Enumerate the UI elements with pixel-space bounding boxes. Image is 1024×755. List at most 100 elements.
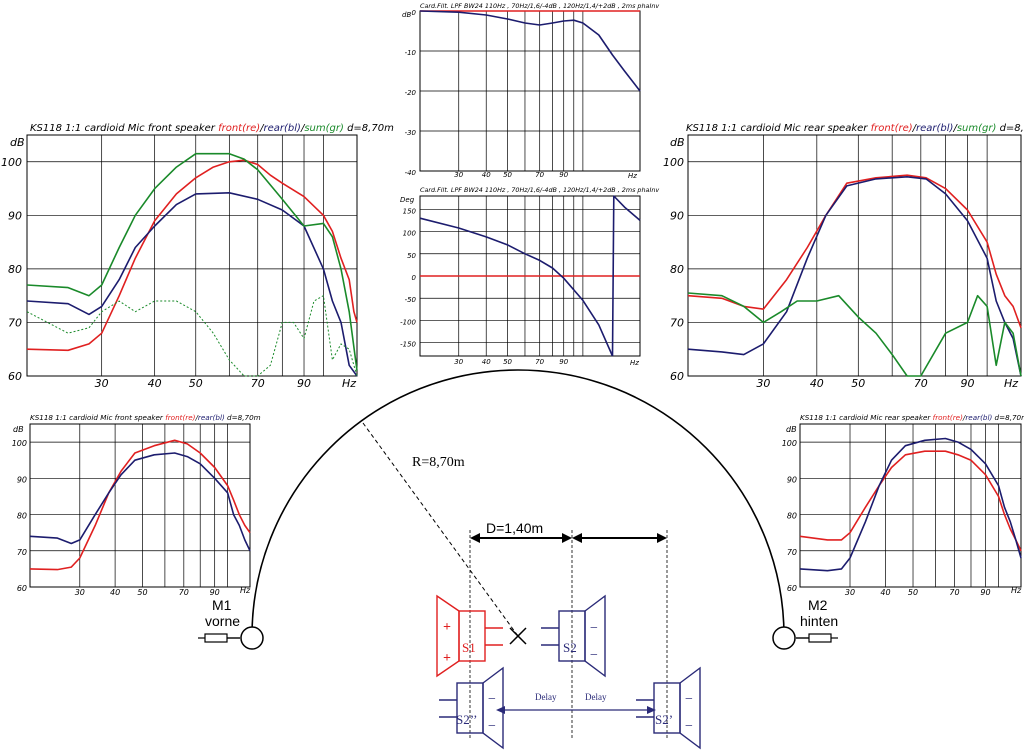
y-tick-label: 80	[17, 512, 27, 521]
minus-sign: −	[488, 719, 496, 734]
y-axis-unit: dB	[402, 11, 411, 19]
mic1-position: vorne	[205, 613, 240, 629]
chart-series	[29, 439, 251, 571]
chart-series	[687, 174, 1022, 377]
y-tick-label: -50	[405, 296, 417, 304]
chart-title: KS118 1:1 cardioid Mic rear speaker fron…	[686, 123, 1024, 134]
speaker-setup-diagram: R=8,70m D=1,40m M1 vorne	[198, 369, 838, 750]
chart-filter-magnitude: Card.Filt. LPF BW24 110Hz , 70Hz/1,6/-4d…	[402, 2, 659, 180]
y-tick-label: 90	[670, 209, 684, 222]
y-tick-label: 70	[17, 548, 27, 557]
speaker-s2-icon	[541, 594, 606, 678]
y-tick-label: -100	[400, 318, 416, 326]
y-tick-label: 90	[787, 475, 797, 484]
x-tick-label: 30	[756, 377, 770, 390]
y-tick-label: 100	[663, 156, 684, 169]
chart-title: KS118 1:1 cardioid Mic front speaker fro…	[30, 413, 261, 422]
y-tick-label: 0	[412, 9, 417, 17]
y-tick-label: -30	[405, 129, 417, 137]
series-line-sum	[687, 292, 1022, 377]
x-tick-labels: 30 40 50 70 90	[845, 588, 991, 597]
distance-arrow	[470, 533, 667, 543]
chart-frame	[687, 134, 1022, 377]
chart-title: Card.Filt. LPF BW24 110Hz , 70Hz/1,6/-4d…	[420, 2, 659, 10]
x-tick-labels: 30 40 50 70 90	[75, 588, 220, 597]
x-tick-label: 70	[179, 588, 189, 597]
y-tick-label: -10	[405, 49, 417, 57]
x-tick-label: 50	[503, 358, 512, 366]
x-axis-unit: Hz	[1011, 586, 1022, 595]
x-axis-unit: Hz	[240, 586, 251, 595]
y-tick-label: 60	[670, 370, 684, 383]
chart-series	[419, 10, 641, 92]
x-tick-label: 30	[454, 358, 463, 366]
y-tick-label: 100	[403, 230, 417, 238]
microphone-m1-icon	[198, 626, 264, 650]
y-tick-label: 90	[8, 209, 22, 222]
y-tick-label: 70	[670, 316, 684, 329]
x-tick-label: 40	[482, 171, 491, 179]
chart-title: KS118 1:1 cardioid Mic front speaker fro…	[30, 123, 394, 134]
series-line-filter	[419, 217, 614, 357]
series-line-rear	[26, 192, 358, 377]
speaker-s1-icon	[436, 594, 503, 678]
y-tick-label: 100	[1, 156, 22, 169]
y-tick-label: 90	[17, 475, 27, 484]
x-axis-unit: Hz	[628, 172, 637, 180]
mic2-position: hinten	[800, 613, 838, 629]
x-tick-labels: 30 40 50 70 90	[756, 377, 974, 390]
x-tick-label: 70	[914, 377, 928, 390]
x-tick-label: 30	[845, 588, 855, 597]
x-tick-label: 90	[297, 377, 311, 390]
delay-right-label: Delay	[585, 692, 607, 702]
chart-grid	[26, 134, 358, 377]
chart-rear-speaker-sum: KS118 1:1 cardioid Mic rear speaker fron…	[663, 123, 1024, 390]
x-tick-label: 50	[908, 588, 918, 597]
x-tick-label: 40	[810, 377, 824, 390]
minus-sign: −	[685, 692, 693, 707]
x-tick-labels: 30 40 50 70 90	[454, 358, 568, 366]
speaker-s2-front-icon	[636, 666, 701, 750]
chart-frame	[26, 134, 358, 377]
speaker-s2-rear-label: S2’’	[456, 712, 477, 727]
y-tick-labels: 0 -10 -20 -30 -40	[405, 9, 417, 177]
minus-sign: −	[488, 692, 496, 707]
mic1-name: M1	[212, 597, 232, 613]
y-tick-labels: 60 70 80 90 100	[782, 439, 797, 593]
x-tick-label: 70	[949, 588, 959, 597]
y-tick-label: 60	[787, 584, 797, 593]
speaker-s1-label: S1	[462, 640, 476, 655]
x-tick-label: 40	[482, 358, 491, 366]
x-tick-label: 50	[189, 377, 203, 390]
x-tick-label: 30	[95, 377, 109, 390]
distance-label: D=1,40m	[486, 520, 543, 536]
chart-filter-phase: Card.Filt. LPF BW24 110Hz , 70Hz/1,6/-4d…	[400, 186, 659, 367]
chart-series	[799, 437, 1022, 572]
y-tick-label: -150	[400, 341, 416, 349]
y-tick-label: 70	[8, 316, 22, 329]
y-tick-labels: 60 70 80 90 100	[663, 156, 684, 383]
speaker-s2-rear-icon	[439, 666, 504, 750]
y-tick-label: 80	[8, 263, 22, 276]
x-tick-label: 40	[880, 588, 890, 597]
chart-grid	[419, 10, 641, 172]
chart-grid	[799, 423, 1022, 588]
y-tick-label: 80	[670, 263, 684, 276]
series-line-filter	[419, 10, 641, 92]
chart-grid	[687, 134, 1022, 377]
x-tick-label: 90	[559, 358, 568, 366]
chart-front-speaker-sum: KS118 1:1 cardioid Mic front speaker fro…	[1, 123, 394, 390]
series-line-front	[687, 174, 1022, 329]
y-tick-label: 100	[12, 439, 27, 448]
x-tick-labels: 30 40 50 70 90	[95, 377, 311, 390]
x-tick-label: 30	[75, 588, 85, 597]
x-tick-label: 40	[148, 377, 162, 390]
chart-title: Card.Filt. LPF BW24 110Hz , 70Hz/1,6/-4d…	[420, 186, 659, 194]
x-tick-label: 30	[454, 171, 463, 179]
y-axis-unit: dB	[670, 136, 685, 149]
y-axis-unit: dB	[786, 425, 797, 434]
chart-series	[419, 195, 641, 357]
series-line-rear	[687, 176, 1022, 377]
y-axis-unit: Deg	[400, 196, 415, 204]
